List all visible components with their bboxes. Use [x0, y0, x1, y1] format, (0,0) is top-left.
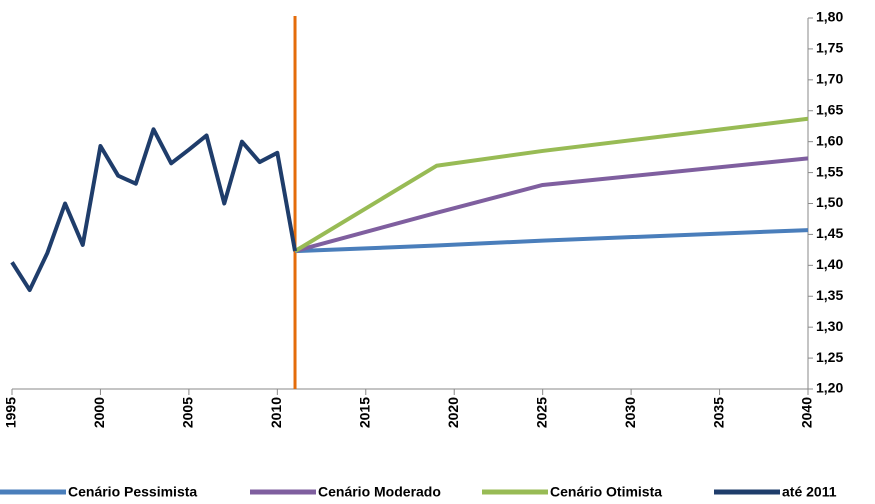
y-tick-label: 1,75	[816, 40, 843, 56]
legend-label: Cenário Pessimista	[68, 484, 197, 500]
series-line	[293, 116, 809, 253]
x-tick-label: 2020	[445, 397, 461, 428]
y-tick-label: 1,80	[816, 9, 843, 25]
legend-label: Cenário Moderado	[318, 484, 441, 500]
x-tick-label: 2030	[622, 397, 638, 428]
x-tick-label: 2010	[268, 397, 284, 428]
x-tick-label: 2000	[91, 397, 107, 428]
y-tick-label: 1,70	[816, 71, 843, 87]
legend-label: até 2011	[782, 484, 837, 500]
y-tick-label: 1,25	[816, 349, 843, 365]
x-tick-label: 2015	[356, 397, 372, 428]
series-line	[294, 228, 809, 254]
y-tick-label: 1,40	[816, 256, 843, 272]
y-tick-label: 1,65	[816, 101, 843, 117]
x-tick-label: 2025	[533, 397, 549, 428]
series-line	[294, 156, 809, 254]
x-tick-label: 2035	[710, 397, 726, 428]
y-tick-label: 1,35	[816, 287, 843, 303]
x-tick-label: 2040	[799, 397, 815, 428]
x-tick-label: 2005	[180, 397, 196, 428]
series-line	[10, 127, 297, 293]
legend-label: Cenário Otimista	[550, 484, 662, 500]
y-tick-label: 1,30	[816, 318, 843, 334]
y-tick-label: 1,60	[816, 132, 843, 148]
y-tick-label: 1,45	[816, 225, 843, 241]
y-tick-label: 1,55	[816, 163, 843, 179]
x-tick-label: 1995	[3, 397, 19, 428]
y-tick-label: 1,50	[816, 194, 843, 210]
y-tick-label: 1,20	[816, 380, 843, 396]
